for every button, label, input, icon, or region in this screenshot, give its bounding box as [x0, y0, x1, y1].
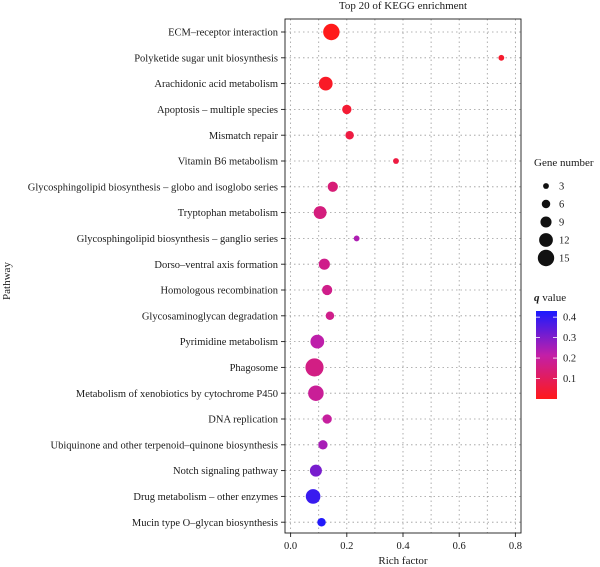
pathway-label: Drug metabolism – other enzymes — [133, 492, 278, 503]
enrichment-point — [345, 130, 354, 140]
pathway-label: Glycosaminoglycan degradation — [142, 311, 279, 322]
pathway-label: Polyketide sugar unit biosynthesis — [134, 53, 278, 64]
enrichment-point — [308, 385, 324, 401]
enrichment-point — [305, 489, 321, 504]
size-legend-dot — [537, 249, 555, 267]
enrichment-point — [318, 76, 333, 91]
pathway-label: Pyrimidine metabolism — [180, 337, 278, 348]
enrichment-point — [325, 311, 335, 321]
pathway-label: Glycosphingolipid biosynthesis – ganglio… — [77, 234, 278, 245]
enrichment-point — [305, 358, 324, 377]
size-legend-dot — [540, 216, 552, 228]
size-legend-label: 12 — [559, 236, 570, 247]
color-legend-title: q value — [534, 292, 566, 304]
size-legend-title: Gene number — [534, 157, 594, 169]
color-legend-label: 0.2 — [563, 354, 576, 365]
x-tick-label: 0.6 — [453, 541, 466, 552]
pathway-label: ECM–receptor interaction — [168, 28, 279, 39]
size-legend: Gene number 3 6 9 12 15 — [534, 157, 594, 267]
size-legend-label: 15 — [559, 254, 570, 265]
x-tick-label: 0.4 — [396, 541, 410, 552]
y-axis-title: Pathway — [1, 262, 13, 300]
enrichment-point — [309, 464, 322, 477]
size-legend-label: 6 — [559, 200, 564, 211]
enrichment-point — [342, 104, 352, 115]
pathway-label: Apoptosis – multiple species — [157, 105, 278, 116]
enrichment-point — [310, 334, 325, 349]
pathway-labels: ECM–receptor interaction Polyketide sugar… — [28, 28, 285, 529]
pathway-label: Glycosphingolipid biosynthesis – globo a… — [28, 182, 278, 193]
pathway-label: DNA replication — [208, 415, 278, 426]
color-legend-label: 0.4 — [563, 313, 577, 324]
chart-title: Top 20 of KEGG enrichment — [339, 0, 467, 12]
pathway-label: Dorso–ventral axis formation — [154, 260, 278, 271]
pathway-label: Homologous recombination — [160, 286, 278, 297]
pathway-label: Phagosome — [230, 363, 279, 374]
color-legend-label: 0.1 — [563, 374, 576, 385]
pathway-label: Mismatch repair — [209, 131, 279, 142]
x-tick-label: 0.8 — [509, 541, 522, 552]
enrichment-point — [353, 235, 360, 242]
enrichment-point — [323, 23, 340, 41]
size-legend-dot — [543, 183, 549, 189]
pathway-label: Arachidonic acid metabolism — [154, 79, 278, 90]
pathway-label: Vitamin B6 metabolism — [178, 157, 278, 168]
pathway-label: Notch signaling pathway — [173, 466, 279, 477]
enrichment-point — [498, 54, 505, 61]
size-legend-dot — [539, 233, 553, 247]
size-legend-label: 9 — [559, 218, 564, 229]
enrichment-point — [322, 414, 332, 424]
enrichment-point — [318, 440, 328, 450]
data-points — [305, 23, 505, 527]
color-legend: q value 0.4 0.3 0.2 0.1 — [534, 292, 577, 399]
color-legend-label: 0.3 — [563, 333, 576, 344]
enrichment-point — [327, 181, 338, 192]
color-legend-bar — [536, 311, 557, 399]
x-tick-label: 0.2 — [340, 541, 353, 552]
enrichment-point — [393, 158, 399, 164]
size-legend-dot — [541, 199, 551, 209]
size-legend-label: 3 — [559, 182, 564, 193]
x-tick-label: 0.0 — [284, 541, 297, 552]
pathway-label: Metabolism of xenobiotics by cytochrome … — [76, 389, 278, 400]
pathway-label: Mucin type O–glycan biosynthesis — [132, 518, 278, 529]
enrichment-point — [318, 258, 330, 270]
x-axis: 0.0 0.2 0.4 0.6 0.8 — [284, 533, 522, 552]
x-axis-title: Rich factor — [378, 555, 428, 567]
enrichment-point — [322, 284, 333, 296]
enrichment-point — [313, 206, 327, 220]
enrichment-point — [317, 517, 326, 527]
pathway-label: Ubiquinone and other terpenoid–quinone b… — [51, 440, 278, 451]
grid-lines — [285, 19, 521, 533]
pathway-label: Tryptophan metabolism — [178, 208, 278, 219]
